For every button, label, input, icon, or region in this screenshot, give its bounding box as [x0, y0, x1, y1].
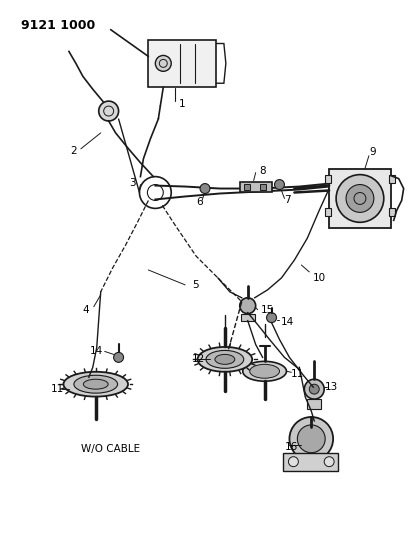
Bar: [329, 168, 391, 228]
Ellipse shape: [83, 379, 108, 389]
Ellipse shape: [198, 347, 252, 372]
Circle shape: [298, 425, 325, 453]
Bar: [148, 39, 216, 87]
Text: 2: 2: [71, 146, 77, 156]
Text: 13: 13: [325, 382, 338, 392]
Text: 14: 14: [90, 346, 103, 357]
Text: 12: 12: [192, 354, 205, 365]
Circle shape: [324, 457, 334, 466]
Circle shape: [289, 417, 333, 461]
Circle shape: [113, 352, 124, 362]
Circle shape: [304, 379, 324, 399]
Ellipse shape: [243, 361, 286, 381]
Bar: [307, 399, 321, 409]
Circle shape: [99, 101, 119, 121]
Circle shape: [240, 298, 256, 314]
Text: 3: 3: [129, 177, 136, 188]
Text: 11: 11: [291, 369, 304, 379]
Bar: [284, 453, 338, 471]
Text: 8: 8: [259, 166, 266, 176]
Text: 9121 1000: 9121 1000: [21, 19, 95, 31]
Text: W/O CABLE: W/O CABLE: [81, 444, 140, 454]
Text: 16: 16: [285, 442, 298, 452]
Circle shape: [267, 313, 277, 322]
Circle shape: [200, 183, 210, 193]
Text: 9: 9: [369, 147, 376, 157]
Text: 7: 7: [284, 196, 291, 205]
Text: 10: 10: [313, 273, 326, 283]
Ellipse shape: [215, 354, 235, 365]
Bar: [389, 175, 395, 183]
Circle shape: [155, 55, 171, 71]
Bar: [325, 208, 331, 216]
Text: 15: 15: [261, 305, 274, 314]
Circle shape: [289, 457, 298, 466]
Circle shape: [336, 175, 384, 222]
Text: 11: 11: [51, 384, 64, 394]
Text: 1: 1: [179, 99, 185, 109]
Ellipse shape: [250, 365, 279, 378]
Bar: [241, 314, 255, 321]
Bar: [389, 208, 395, 216]
Text: 14: 14: [281, 317, 294, 327]
Text: 6: 6: [197, 197, 203, 207]
Text: 5: 5: [192, 280, 199, 290]
Text: 4: 4: [83, 305, 89, 314]
Circle shape: [275, 180, 284, 190]
Ellipse shape: [63, 372, 128, 397]
Bar: [325, 175, 331, 183]
Bar: [244, 183, 250, 190]
Ellipse shape: [206, 350, 244, 368]
Bar: [240, 182, 272, 191]
Bar: [260, 183, 266, 190]
Circle shape: [346, 184, 374, 212]
Ellipse shape: [74, 375, 118, 393]
Circle shape: [309, 384, 319, 394]
